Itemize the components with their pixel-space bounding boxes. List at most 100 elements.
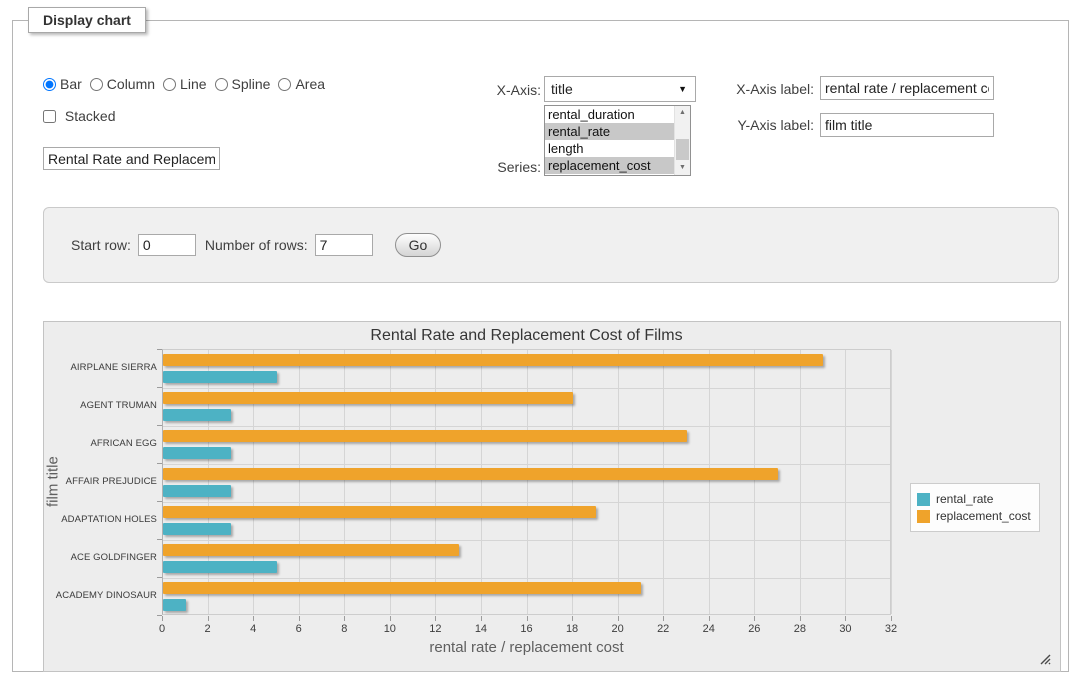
bar-rental_rate xyxy=(163,523,231,535)
chart-type-option-spline[interactable]: Spline xyxy=(215,76,271,92)
x-tick-label: 32 xyxy=(885,623,897,635)
legend-swatch-replacement_cost xyxy=(917,510,930,523)
x-grid-line xyxy=(891,350,892,614)
y-category-label: AFFAIR PREJUDICE xyxy=(48,463,157,501)
chart-type-option-column[interactable]: Column xyxy=(90,76,155,92)
x-grid-line xyxy=(754,350,755,614)
x-grid-line xyxy=(663,350,664,614)
x-grid-line xyxy=(845,350,846,614)
go-button[interactable]: Go xyxy=(395,233,442,257)
x-grid-line xyxy=(618,350,619,614)
chart-title-input[interactable] xyxy=(43,147,220,170)
chart-type-option-bar[interactable]: Bar xyxy=(43,76,82,92)
y-category-label: ACADEMY DINOSAUR xyxy=(48,577,157,615)
stacked-checkbox-row: Stacked xyxy=(43,108,115,124)
y-category-label: ACE GOLDFINGER xyxy=(48,539,157,577)
y-tick-mark xyxy=(157,577,162,578)
x-grid-line xyxy=(299,350,300,614)
x-tick-label: 12 xyxy=(429,623,441,635)
bar-rental_rate xyxy=(163,485,231,497)
series-options: rental_durationrental_ratelengthreplacem… xyxy=(545,106,690,174)
x-grid-line xyxy=(253,350,254,614)
y-axis-label-label: Y-Axis label: xyxy=(673,117,814,133)
y-grid-line xyxy=(163,426,890,427)
bar-replacement_cost xyxy=(163,506,596,518)
y-tick-mark xyxy=(157,501,162,502)
bar-replacement_cost xyxy=(163,582,641,594)
series-option-length[interactable]: length xyxy=(545,140,675,157)
x-tick-mark xyxy=(891,616,892,621)
y-tick-mark xyxy=(157,463,162,464)
x-tick-label: 16 xyxy=(520,623,532,635)
chart-type-option-area[interactable]: Area xyxy=(278,76,325,92)
y-tick-mark xyxy=(157,425,162,426)
x-tick-label: 8 xyxy=(341,623,347,635)
bar-rental_rate xyxy=(163,447,231,459)
x-tick-label: 22 xyxy=(657,623,669,635)
plot-area xyxy=(162,349,891,615)
radio-bar[interactable] xyxy=(43,78,56,91)
x-tick-label: 0 xyxy=(159,623,165,635)
bar-replacement_cost xyxy=(163,544,459,556)
x-tick-label: 20 xyxy=(612,623,624,635)
stacked-label: Stacked xyxy=(65,108,116,124)
series-option-replacement_cost[interactable]: replacement_cost xyxy=(545,157,675,174)
x-grid-line xyxy=(709,350,710,614)
x-tick-label: 30 xyxy=(839,623,851,635)
x-tick-mark xyxy=(344,616,345,621)
x-tick-label: 28 xyxy=(794,623,806,635)
x-tick-mark xyxy=(527,616,528,621)
x-grid-line xyxy=(481,350,482,614)
x-axis-label-input[interactable] xyxy=(820,76,994,100)
chart-type-radiogroup: Bar Column Line Spline Area xyxy=(43,76,333,92)
resize-handle-icon[interactable] xyxy=(1040,654,1051,665)
number-of-rows-input[interactable] xyxy=(315,234,373,256)
x-tick-label: 14 xyxy=(475,623,487,635)
bar-rental_rate xyxy=(163,561,277,573)
series-listbox[interactable]: rental_durationrental_ratelengthreplacem… xyxy=(544,105,691,176)
series-select-label: Series: xyxy=(413,159,541,175)
x-grid-line xyxy=(572,350,573,614)
x-tick-label: 26 xyxy=(748,623,760,635)
bar-rental_rate xyxy=(163,599,186,611)
display-chart-panel: BarColumnLineSplineArea Stacked X-Axis: … xyxy=(12,20,1069,672)
x-axis-selected-value: title xyxy=(551,81,573,97)
x-tick-mark xyxy=(572,616,573,621)
radio-spline[interactable] xyxy=(215,78,228,91)
bar-replacement_cost xyxy=(163,430,687,442)
chart-type-option-line[interactable]: Line xyxy=(163,76,206,92)
x-tick-mark xyxy=(754,616,755,621)
y-category-label: AIRPLANE SIERRA xyxy=(48,349,157,387)
radio-column[interactable] xyxy=(90,78,103,91)
chart-title: Rental Rate and Replacement Cost of Film… xyxy=(162,327,891,345)
x-tick-label: 24 xyxy=(703,623,715,635)
number-of-rows-label: Number of rows: xyxy=(205,237,308,253)
y-axis-label-input[interactable] xyxy=(820,113,994,137)
radio-line[interactable] xyxy=(163,78,176,91)
x-tick-mark xyxy=(435,616,436,621)
stacked-checkbox[interactable] xyxy=(43,110,56,123)
scrollbar-thumb[interactable] xyxy=(676,139,689,160)
radio-area[interactable] xyxy=(278,78,291,91)
x-grid-line xyxy=(344,350,345,614)
series-option-rental_duration[interactable]: rental_duration xyxy=(545,106,675,123)
y-category-label: AGENT TRUMAN xyxy=(48,387,157,425)
x-tick-mark xyxy=(253,616,254,621)
x-tick-label: 18 xyxy=(566,623,578,635)
panel-legend-title: Display chart xyxy=(28,7,146,33)
x-tick-label: 4 xyxy=(250,623,256,635)
x-axis-title: rental rate / replacement cost xyxy=(162,639,891,656)
x-tick-mark xyxy=(800,616,801,621)
x-tick-mark xyxy=(709,616,710,621)
scroll-down-icon[interactable]: ▼ xyxy=(675,161,690,175)
y-grid-line xyxy=(163,540,890,541)
y-tick-mark xyxy=(157,349,162,350)
chart-legend: rental_ratereplacement_cost xyxy=(910,483,1040,532)
y-grid-line xyxy=(163,578,890,579)
x-tick-mark xyxy=(390,616,391,621)
y-category-label: ADAPTATION HOLES xyxy=(48,501,157,539)
start-row-input[interactable] xyxy=(138,234,196,256)
chart-area: Rental Rate and Replacement Cost of Film… xyxy=(43,321,1061,672)
series-option-rental_rate[interactable]: rental_rate xyxy=(545,123,675,140)
legend-swatch-rental_rate xyxy=(917,493,930,506)
